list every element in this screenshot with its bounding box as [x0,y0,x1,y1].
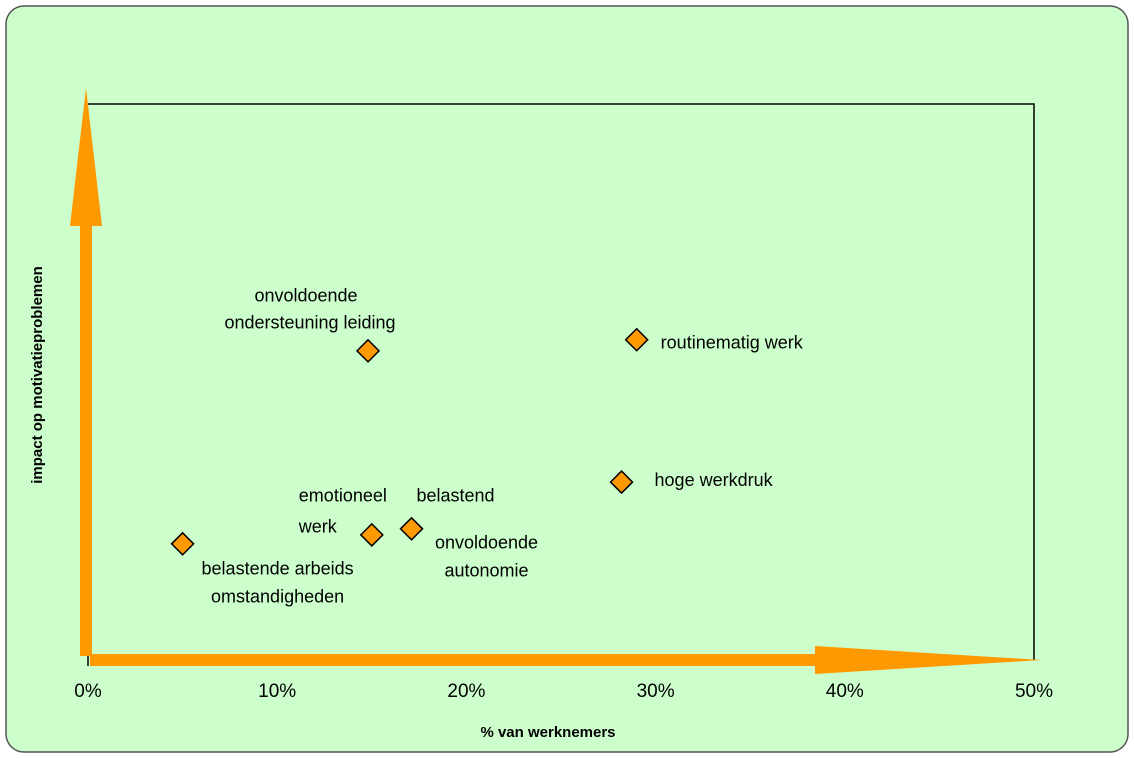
point-label: belastende arbeids [202,559,354,579]
y-axis-arrowhead [70,88,102,226]
y-axis-arrow [80,224,92,656]
point-label: autonomie [445,561,529,581]
point-label: emotioneel [299,486,387,506]
point [624,327,649,352]
point-label: ondersteuning leiding [224,313,395,333]
point [399,516,424,541]
point [609,470,634,495]
point-label: routinematig werk [661,332,804,352]
background [5,5,1129,753]
x-axis-arrowhead [815,646,1042,674]
point-label: omstandigheden [211,587,344,607]
x-axis-title: % van werknemers [480,724,615,741]
x-tick-label: 40% [826,681,864,702]
y-axis-title: impact op motivatieproblemen [29,266,46,484]
point [355,338,381,363]
point-label: belastend [416,486,494,506]
x-tick-label: 50% [1015,681,1053,702]
x-tick-label: 0% [74,681,102,702]
x-tick-label: 30% [637,681,675,702]
x-tick-label: 10% [258,681,296,702]
point-label: hoge werkdruk [655,470,774,490]
point-label: onvoldoende [435,533,538,553]
point-label: werk [298,517,338,537]
plot-frame [88,103,1035,660]
point [359,522,384,547]
x-tick-label: 20% [447,681,485,702]
point [170,531,195,556]
point-label: onvoldoende [254,286,357,306]
x-axis-arrow [90,654,820,666]
